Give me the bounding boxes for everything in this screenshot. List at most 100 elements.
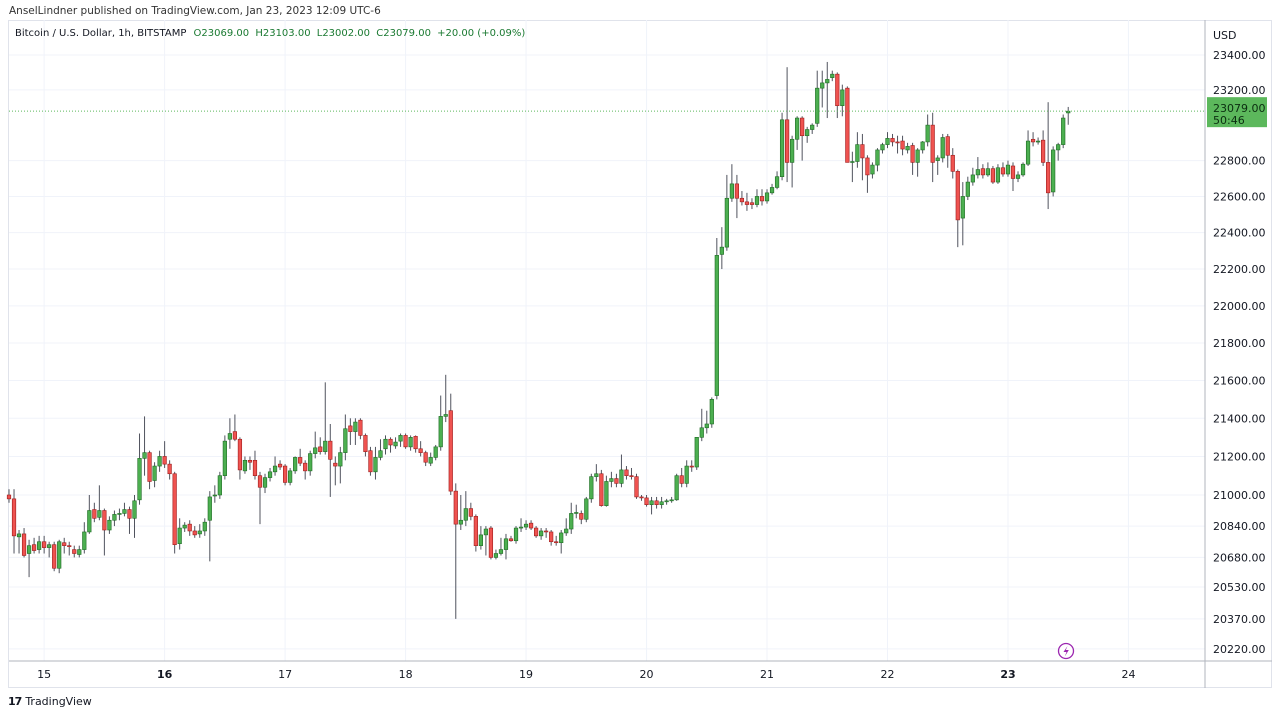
candle [689, 460, 694, 472]
candle-body [363, 435, 368, 452]
candle [137, 433, 142, 505]
candle-body [348, 425, 353, 432]
x-tick-label: 17 [278, 668, 292, 681]
candle [21, 528, 27, 558]
candle [624, 466, 629, 480]
candle-body [764, 192, 770, 202]
candle [197, 524, 202, 538]
candle-body [463, 508, 468, 521]
candle-body [303, 462, 308, 472]
candle [147, 450, 152, 490]
candle-body [624, 469, 629, 476]
candle [237, 437, 243, 480]
candle [790, 135, 795, 188]
candle [709, 397, 714, 428]
candle [654, 496, 659, 509]
candle-body [769, 187, 775, 194]
candle-body [11, 498, 17, 537]
candle [930, 112, 935, 183]
footer-brand[interactable]: 17 TradingView [8, 695, 92, 708]
candle [503, 533, 509, 560]
candle [438, 395, 443, 451]
candle [1061, 114, 1066, 149]
candle [122, 502, 127, 517]
candle-body [619, 469, 624, 484]
candle [272, 456, 278, 476]
candle-body [448, 410, 453, 492]
candle-body [965, 181, 970, 197]
candle-body [880, 144, 885, 151]
candle [724, 174, 729, 251]
candle-body [333, 462, 338, 467]
candle-body [293, 457, 298, 472]
candle [955, 169, 960, 248]
candle [217, 471, 222, 499]
candle-body [674, 475, 679, 501]
candle [408, 435, 413, 451]
candle-body [443, 414, 448, 417]
candle-body [940, 137, 945, 159]
candle-body [433, 446, 438, 458]
candle-body [945, 136, 950, 156]
candle-body [242, 459, 248, 472]
last-price-badge [1207, 97, 1267, 128]
candle [935, 155, 940, 175]
candle-body [167, 463, 172, 475]
candle [448, 393, 453, 495]
candle [102, 508, 107, 556]
candle [177, 518, 182, 550]
y-tick-label: 22600.00 [1213, 190, 1266, 203]
candle-body [508, 538, 514, 542]
candle [277, 460, 283, 470]
candle [905, 142, 910, 154]
candle [800, 116, 805, 161]
candle-body [584, 498, 589, 520]
candle-body [478, 534, 483, 546]
candle [523, 520, 529, 530]
candle [443, 374, 448, 423]
publisher-line: AnselLindner published on TradingView.co… [9, 5, 381, 17]
candle [669, 496, 674, 503]
candle [1051, 146, 1056, 197]
candle [87, 494, 92, 534]
candle [378, 439, 383, 461]
candle-body [845, 87, 850, 163]
candle-body [604, 481, 609, 506]
candle [825, 61, 830, 119]
x-tick-label: 22 [881, 668, 895, 681]
candle-body [810, 124, 815, 130]
candle [453, 483, 458, 619]
candle [594, 464, 599, 482]
y-tick-label: 21600.00 [1213, 374, 1266, 387]
candle [744, 192, 750, 211]
candle-body [77, 549, 82, 555]
candle-body [353, 421, 358, 432]
candle [644, 494, 649, 507]
candle [774, 171, 780, 190]
candle-body [343, 428, 348, 453]
candle [328, 423, 333, 497]
candle-body [132, 500, 137, 519]
y-tick-label: 23400.00 [1213, 49, 1266, 62]
candle-body [569, 513, 574, 530]
candle [398, 433, 403, 447]
candle-body [975, 169, 980, 176]
candle-body [800, 117, 805, 137]
candle-body [790, 138, 795, 163]
candle-body [1020, 163, 1026, 176]
candle [860, 133, 865, 181]
y-tick-label: 22200.00 [1213, 263, 1266, 276]
candle [212, 485, 217, 503]
candle-body [408, 437, 413, 448]
candle [865, 155, 870, 193]
candle-body [920, 141, 925, 151]
candle [1010, 162, 1016, 192]
y-tick-label: 21800.00 [1213, 337, 1266, 350]
candle-body [31, 544, 37, 551]
candle-body [850, 161, 855, 163]
candle [508, 535, 514, 542]
bar-countdown: 50:46 [1213, 114, 1245, 127]
candle-body [1041, 139, 1046, 163]
candle [694, 437, 699, 470]
